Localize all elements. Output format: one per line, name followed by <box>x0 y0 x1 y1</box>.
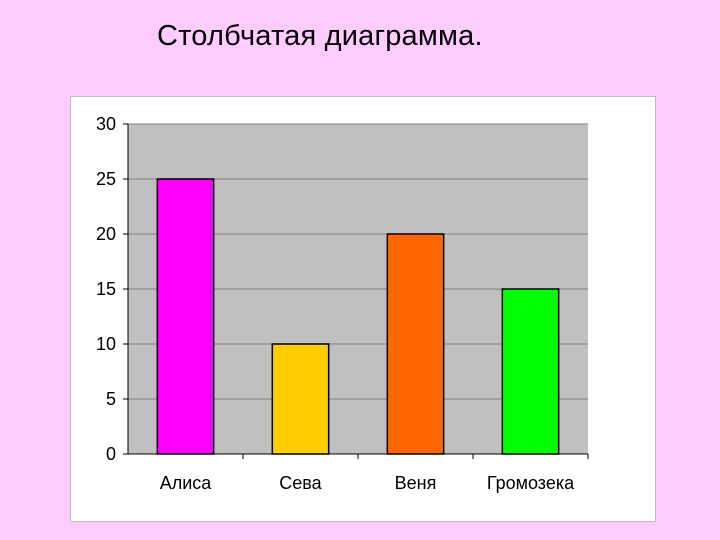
y-tick-label: 5 <box>106 389 116 409</box>
x-category-label: Сева <box>279 473 322 493</box>
y-tick-label: 0 <box>106 444 116 464</box>
chart-frame: 0 5 10 15 20 25 30 Алиса Сева Веня Громозека <box>70 96 656 522</box>
bar-chart: 0 5 10 15 20 25 30 Алиса Сева Веня Громозека <box>96 114 589 493</box>
y-tick-label: 20 <box>96 224 116 244</box>
y-tick-label: 25 <box>96 169 116 189</box>
y-tick-label: 15 <box>96 279 116 299</box>
bar-2 <box>271 343 330 455</box>
bar-3 <box>386 233 445 455</box>
x-category-label: Алиса <box>160 473 213 493</box>
x-category-label: Громозека <box>487 473 575 493</box>
x-category-label: Веня <box>395 473 437 493</box>
y-tick-label: 30 <box>96 114 116 134</box>
bar-4 <box>501 288 560 455</box>
page-title: Столбчатая диаграмма. <box>157 20 483 52</box>
y-tick-label: 10 <box>96 334 116 354</box>
bar-1 <box>156 178 215 455</box>
